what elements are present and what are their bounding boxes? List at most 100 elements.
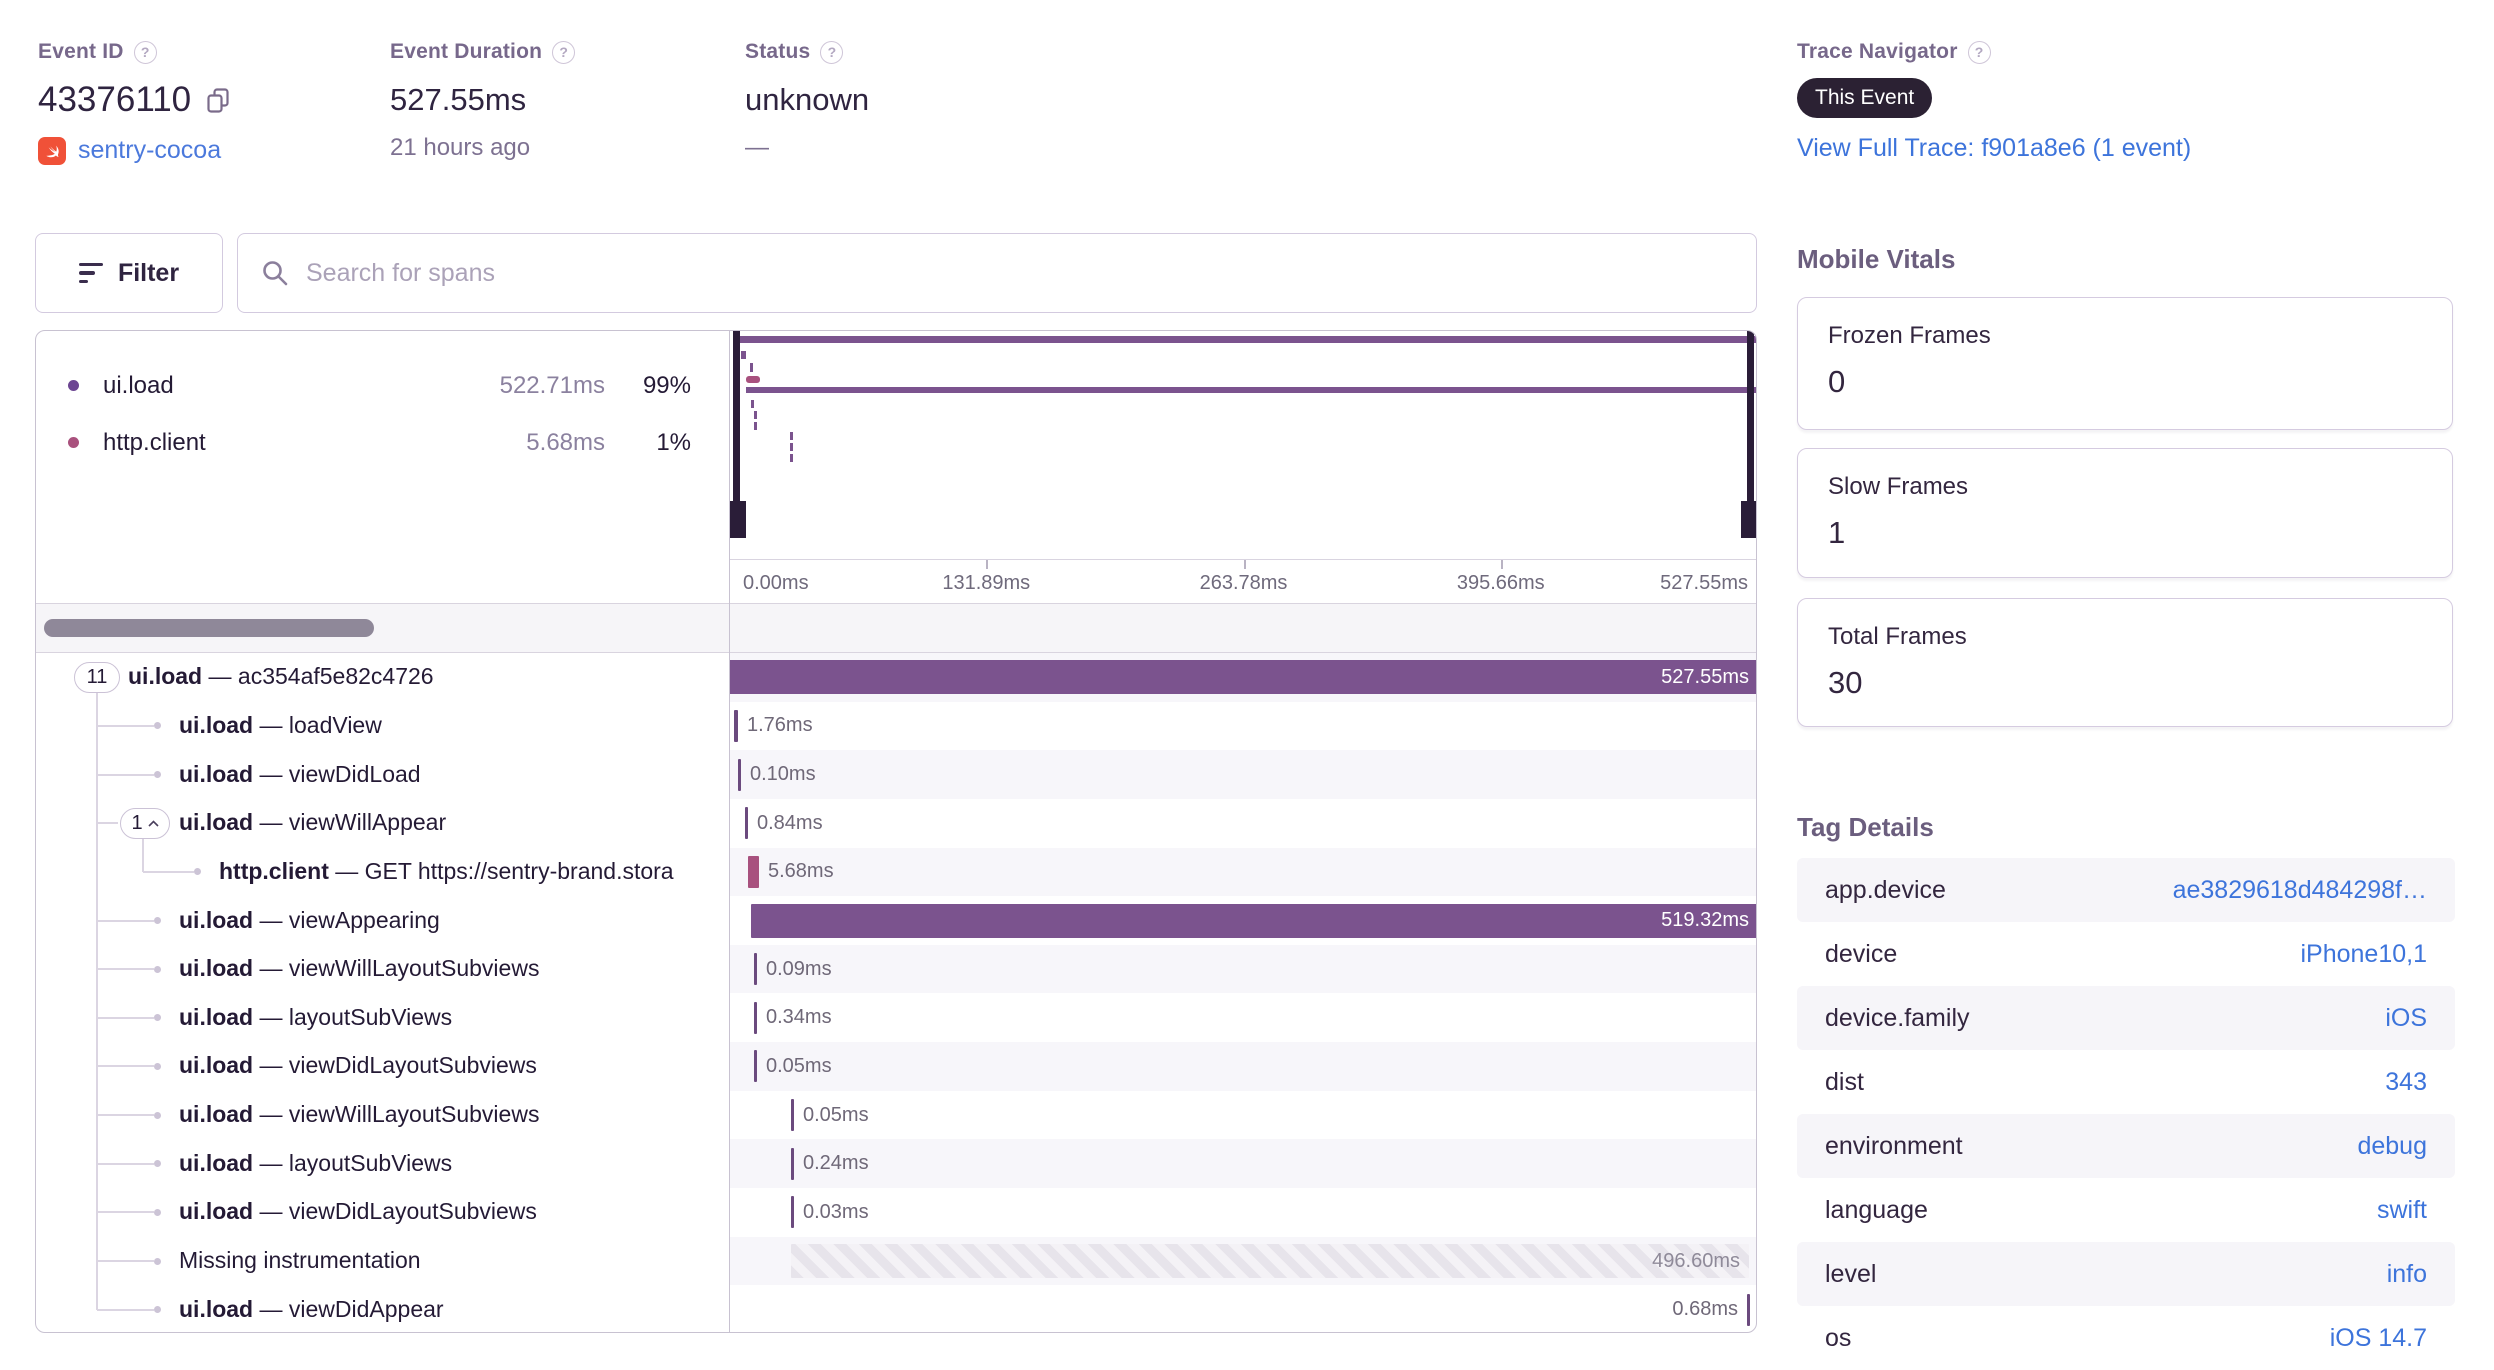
tag-value-link[interactable]: iPhone10,1	[2300, 940, 2427, 969]
span-duration-bar[interactable]	[738, 759, 741, 791]
tag-key: os	[1825, 1324, 1851, 1353]
missing-instrumentation-bar[interactable]: 496.60ms	[791, 1244, 1749, 1278]
tag-details-title: Tag Details	[1797, 812, 1934, 843]
span-description: ui.load — viewDidLayoutSubviews	[179, 1198, 537, 1225]
span-waterfall-cell[interactable]: 519.32ms	[729, 896, 1757, 945]
trace-navigator-section: Trace Navigator ? This Event View Full T…	[1797, 40, 2191, 163]
tag-value-link[interactable]: 343	[2385, 1068, 2427, 1097]
span-waterfall-cell[interactable]: 496.60ms	[729, 1237, 1757, 1286]
tag-value-link[interactable]: swift	[2377, 1196, 2427, 1225]
minimap-span-dash	[751, 400, 754, 408]
minimap-root-span-bar	[739, 336, 1757, 343]
minimap-left-handle-grip[interactable]	[729, 501, 746, 538]
span-description: http.client — GET https://sentry-brand.s…	[219, 858, 674, 885]
tree-connector-stub	[97, 1309, 154, 1311]
tree-connector-dot	[154, 917, 161, 924]
minimap-left-handle-line[interactable]	[733, 331, 740, 501]
tag-value-link[interactable]: info	[2387, 1260, 2427, 1289]
span-duration-label: 0.24ms	[803, 1139, 869, 1188]
span-waterfall-cell[interactable]: 0.84ms	[729, 799, 1757, 848]
span-duration-bar[interactable]	[1747, 1294, 1750, 1326]
filter-button-label: Filter	[118, 259, 179, 288]
this-event-badge[interactable]: This Event	[1797, 78, 1932, 118]
span-waterfall-cell[interactable]: 0.10ms	[729, 750, 1757, 799]
span-duration-bar[interactable]	[734, 710, 738, 742]
span-duration-bar[interactable]	[754, 953, 757, 985]
vital-card-value: 0	[1828, 364, 1845, 400]
legend-op-percent: 1%	[605, 429, 691, 457]
minimap-span-dash	[790, 432, 793, 440]
span-duration-bar[interactable]	[791, 1148, 794, 1180]
view-full-trace-link[interactable]: View Full Trace: f901a8e6 (1 event)	[1797, 134, 2191, 163]
span-description: ui.load — layoutSubViews	[179, 1004, 452, 1031]
tree-connector-stub	[97, 774, 154, 776]
help-icon[interactable]: ?	[820, 41, 843, 64]
span-waterfall-cell[interactable]: 0.09ms	[729, 945, 1757, 994]
span-tree-cell[interactable]: http.client — GET https://sentry-brand.s…	[36, 848, 729, 897]
span-waterfall-cell[interactable]: 5.68ms	[729, 848, 1757, 897]
minimap-span-dash	[790, 454, 793, 462]
span-duration-bar[interactable]	[748, 856, 759, 888]
tag-row: app.device ae3829618d484298f…	[1797, 858, 2455, 922]
span-collapse-pill[interactable]: 1	[120, 808, 170, 839]
span-waterfall-cell[interactable]: 0.24ms	[729, 1139, 1757, 1188]
span-tree-cell[interactable]: ui.load — ac354af5e82c4726	[36, 653, 729, 702]
help-icon[interactable]: ?	[1968, 41, 1991, 64]
span-waterfall-cell[interactable]: 527.55ms	[729, 653, 1757, 702]
tag-value-link[interactable]: iOS 14.7	[2330, 1324, 2427, 1353]
span-search-box[interactable]	[237, 233, 1757, 313]
span-waterfall-cell[interactable]: 0.05ms	[729, 1091, 1757, 1140]
minimap-right-handle-grip[interactable]	[1741, 501, 1757, 538]
span-duration-label: 0.03ms	[803, 1188, 869, 1237]
minimap-right-handle-line[interactable]	[1747, 331, 1754, 501]
legend-op-label: ui.load	[103, 372, 465, 400]
minimap-viewappearing-bar	[746, 387, 1757, 393]
span-duration-bar[interactable]: 527.55ms	[729, 660, 1757, 694]
axis-tick-label: 395.66ms	[1457, 572, 1545, 595]
project-link[interactable]: sentry-cocoa	[78, 136, 221, 165]
span-waterfall-cell[interactable]: 0.05ms	[729, 1042, 1757, 1091]
span-waterfall-cell[interactable]: 1.76ms	[729, 702, 1757, 751]
legend-op-duration: 522.71ms	[465, 372, 605, 400]
span-duration-bar[interactable]	[754, 1002, 757, 1034]
span-count-pill[interactable]: 11	[74, 662, 120, 693]
span-waterfall-cell[interactable]: 0.34ms	[729, 994, 1757, 1043]
span-duration-bar[interactable]	[791, 1196, 794, 1228]
tag-row: os iOS 14.7	[1797, 1306, 2455, 1370]
search-input[interactable]	[306, 259, 1734, 288]
span-waterfall-cell[interactable]: 0.03ms	[729, 1188, 1757, 1237]
vital-card-value: 1	[1828, 515, 1845, 551]
status-subvalue: —	[745, 134, 869, 162]
span-duration-bar[interactable]: 519.32ms	[751, 904, 1757, 938]
span-duration-bar[interactable]	[754, 1050, 757, 1082]
vital-card-label: Frozen Frames	[1828, 322, 1991, 350]
tree-scrollbar-thumb[interactable]	[44, 619, 374, 637]
status-label: Status	[745, 40, 810, 64]
span-duration-bar[interactable]	[745, 807, 748, 839]
help-icon[interactable]: ?	[552, 41, 575, 64]
tag-value-link[interactable]: ae3829618d484298f…	[2173, 876, 2427, 905]
tree-connector-dot	[154, 966, 161, 973]
event-duration-value: 527.55ms	[390, 82, 575, 118]
help-icon[interactable]: ?	[134, 41, 157, 64]
tag-value-link[interactable]: debug	[2357, 1132, 2427, 1161]
span-waterfall-cell[interactable]: 0.68ms	[729, 1285, 1757, 1333]
axis-tick-label: 131.89ms	[942, 572, 1030, 595]
tag-key: app.device	[1825, 876, 1946, 905]
tree-connector-stub	[143, 871, 194, 873]
search-icon	[260, 258, 290, 288]
span-description: Missing instrumentation	[179, 1247, 421, 1274]
tree-connector-dot	[154, 1209, 161, 1216]
tree-scrollbar-track[interactable]	[36, 603, 1757, 653]
span-duration-bar[interactable]	[791, 1099, 794, 1131]
copy-icon[interactable]	[205, 87, 232, 114]
tag-value-link[interactable]: iOS	[2385, 1004, 2427, 1033]
filter-button[interactable]: Filter	[35, 233, 223, 313]
span-duration-label: 0.84ms	[757, 799, 823, 848]
tree-waterfall-divider[interactable]	[729, 331, 730, 1332]
